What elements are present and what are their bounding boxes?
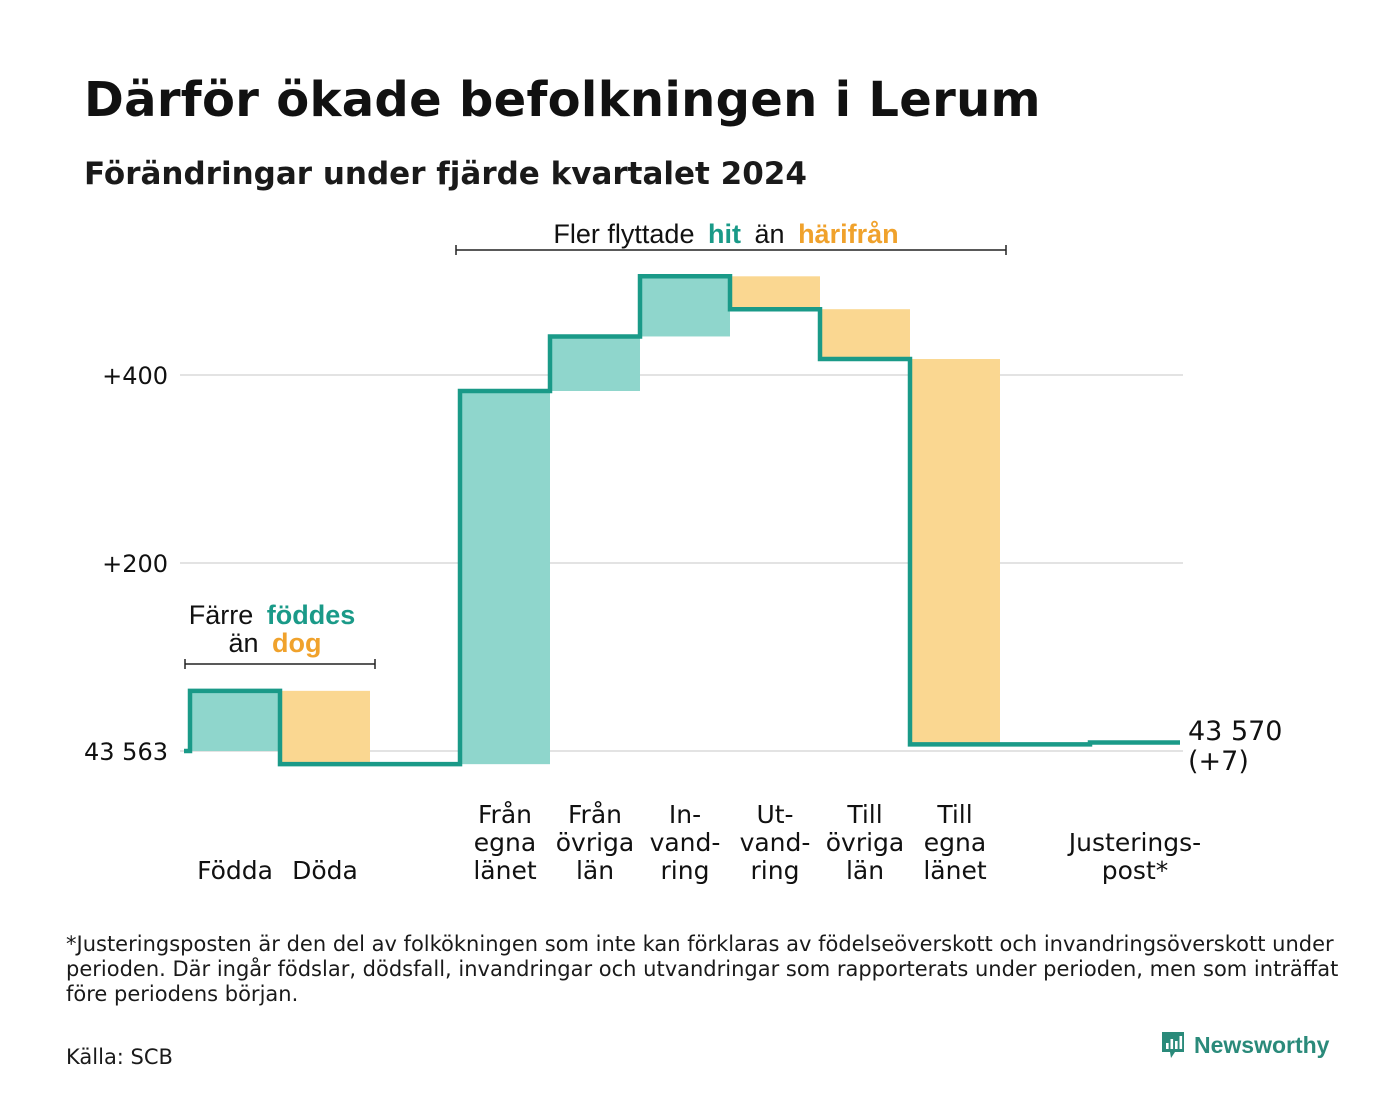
category-label: egna xyxy=(924,828,986,857)
end-value-label: 43 570 (+7) xyxy=(1188,716,1282,777)
births-annotation: Färre föddes än dog xyxy=(184,600,376,669)
category-label: vand- xyxy=(740,828,811,857)
category-labels: Födda DödaFrånegnalänetFrånövrigalänIn-va… xyxy=(197,800,1201,885)
cumulative-line xyxy=(184,274,1180,767)
category-label: län xyxy=(576,856,614,885)
category-label: övriga xyxy=(556,828,635,857)
svg-text:än dog: än dog xyxy=(228,628,321,658)
category-label: övriga xyxy=(826,828,905,857)
category-label: egna xyxy=(474,828,536,857)
newsworthy-icon xyxy=(1162,1032,1184,1058)
births-annotation-prefix: Färre xyxy=(189,600,254,630)
category-label: post* xyxy=(1102,856,1169,885)
bar xyxy=(550,336,640,391)
y-tick-label: +200 xyxy=(102,550,168,578)
y-tick-label: 43 563 xyxy=(84,738,168,766)
chart-title: Därför ökade befolkningen i Lerum xyxy=(84,72,1041,128)
migration-annotation-in: hit xyxy=(708,219,741,249)
category-label: Från xyxy=(568,800,622,829)
bar xyxy=(820,309,910,360)
category-label: vand- xyxy=(650,828,721,857)
brand-name: Newsworthy xyxy=(1194,1031,1330,1058)
brand-logo: Newsworthy xyxy=(1160,1030,1329,1060)
bar xyxy=(280,690,370,765)
births-annotation-middle: än xyxy=(228,628,258,658)
births-annotation-in: föddes xyxy=(267,600,356,630)
cumulative-step-line xyxy=(184,274,1180,767)
bar xyxy=(730,276,820,310)
category-label: länet xyxy=(923,856,986,885)
migration-annotation-out: härifrån xyxy=(798,219,899,249)
category-label: län xyxy=(846,856,884,885)
category-label: länet xyxy=(473,856,536,885)
category-label: Från xyxy=(478,800,532,829)
end-change: (+7) xyxy=(1188,746,1249,777)
source-label: Källa: SCB xyxy=(66,1045,173,1069)
end-value: 43 570 xyxy=(1188,716,1282,747)
bar xyxy=(640,276,730,337)
footnote: *Justeringsposten är den del av folkökni… xyxy=(66,932,1339,1006)
category-label: ring xyxy=(751,856,800,885)
y-tick-labels: 43 563 +200 +400 xyxy=(84,362,168,766)
migration-annotation-middle: än xyxy=(755,219,785,249)
category-label: Döda xyxy=(292,856,358,885)
migration-annotation: Fler flyttade hit än härifrån xyxy=(455,219,1007,255)
svg-text:Fler flyttade hit: Fler flyttade hit än härifrån xyxy=(553,219,898,249)
category-label: Födda xyxy=(197,856,273,885)
category-label: Justerings- xyxy=(1067,828,1201,857)
category-label: Till xyxy=(936,800,972,829)
bar xyxy=(190,690,280,751)
bar xyxy=(910,359,1000,745)
y-tick-label: +400 xyxy=(102,362,168,390)
category-label: Ut- xyxy=(756,800,793,829)
category-label: Till xyxy=(846,800,882,829)
bar xyxy=(460,390,550,765)
waterfall-chart: 43 563+200+400 Födda DödaFrånegnalänetFrå… xyxy=(84,219,1282,885)
births-annotation-out: dog xyxy=(272,628,321,658)
chart-subtitle: Förändringar under fjärde kvartalet 2024 xyxy=(84,156,807,192)
bars xyxy=(190,276,1000,765)
category-label: In- xyxy=(669,800,701,829)
svg-text:Färre föddes: Färre föddes xyxy=(189,600,356,630)
category-label: ring xyxy=(661,856,710,885)
migration-annotation-prefix: Fler flyttade xyxy=(553,219,694,249)
